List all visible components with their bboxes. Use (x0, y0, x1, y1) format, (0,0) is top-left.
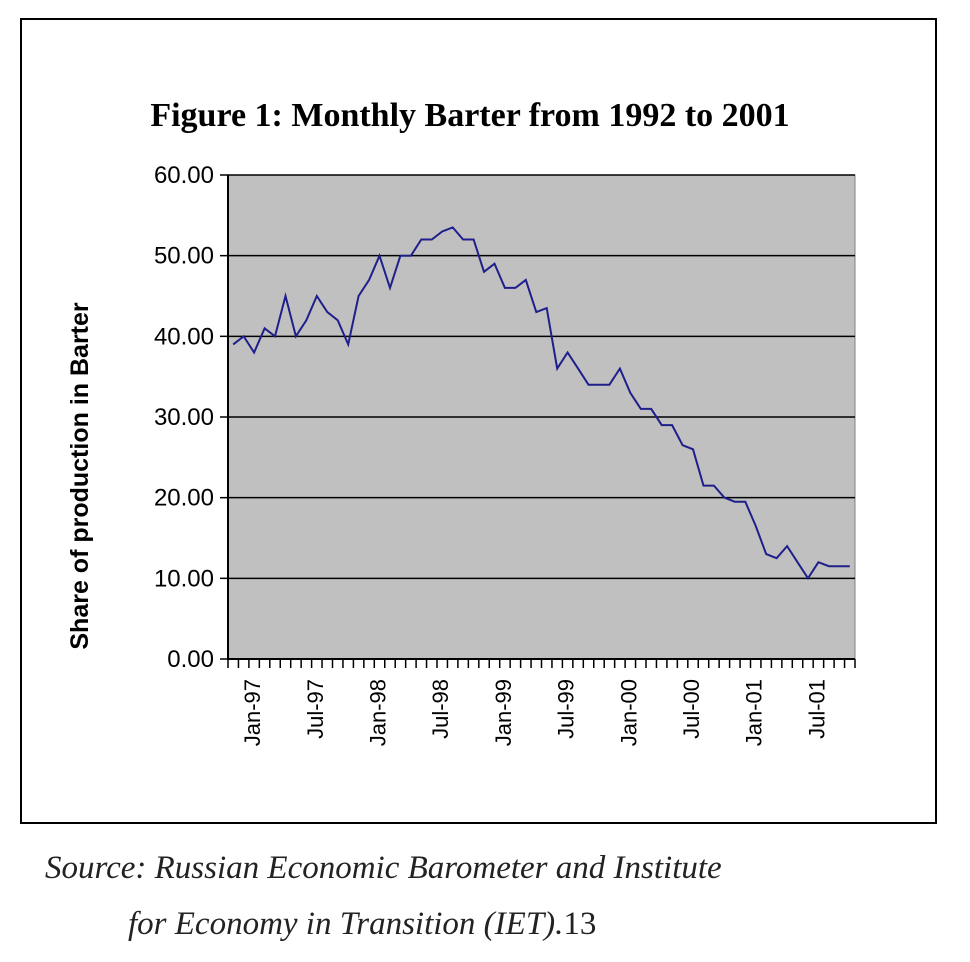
x-tick-label: Jan-01 (742, 679, 767, 746)
series-line-barter (232, 226, 850, 581)
y-axis-ticks: 0.00 10.00 20.00 30.00 40.00 50.00 60.00 (154, 162, 228, 673)
y-tick-label: 30.00 (154, 404, 214, 431)
y-tick-label: 40.00 (154, 323, 214, 350)
x-tick-label: Jan-99 (491, 679, 516, 746)
barter-chart: Figure 1: Monthly Barter from 1992 to 20… (66, 97, 856, 746)
y-axis-label: Share of production in Barter (66, 302, 94, 650)
x-tick-label: Jul-99 (554, 679, 579, 739)
y-tick-label: 60.00 (154, 162, 214, 189)
chart-title: Figure 1: Monthly Barter from 1992 to 20… (150, 97, 789, 134)
y-tick-label: 10.00 (154, 565, 214, 592)
x-tick-label: Jul-01 (804, 679, 829, 739)
x-tick-label: Jan-97 (240, 679, 265, 746)
x-tick-label: Jul-98 (428, 679, 453, 739)
x-tick-label: Jan-00 (616, 679, 641, 746)
x-axis-ticks: Jan-97 Jul-97 Jan-98 Jul-98 Jan-99 Jul-99 Jan-… (227, 659, 856, 746)
x-tick-label: Jul-97 (303, 679, 328, 739)
source-caption-line-2: for Economy in Transition (IET).13 (128, 906, 597, 942)
source-caption-line-1: Source: Russian Economic Barometer and I… (45, 850, 722, 886)
x-tick-label: Jul-00 (679, 679, 704, 739)
figure-frame (20, 18, 937, 824)
gridlines (228, 174, 855, 580)
x-tick-label: Jan-98 (366, 679, 391, 746)
y-tick-label: 20.00 (154, 485, 214, 512)
footnote-number: 13 (563, 906, 597, 942)
y-tick-label: 50.00 (154, 243, 214, 270)
y-tick-label: 0.00 (167, 646, 214, 673)
